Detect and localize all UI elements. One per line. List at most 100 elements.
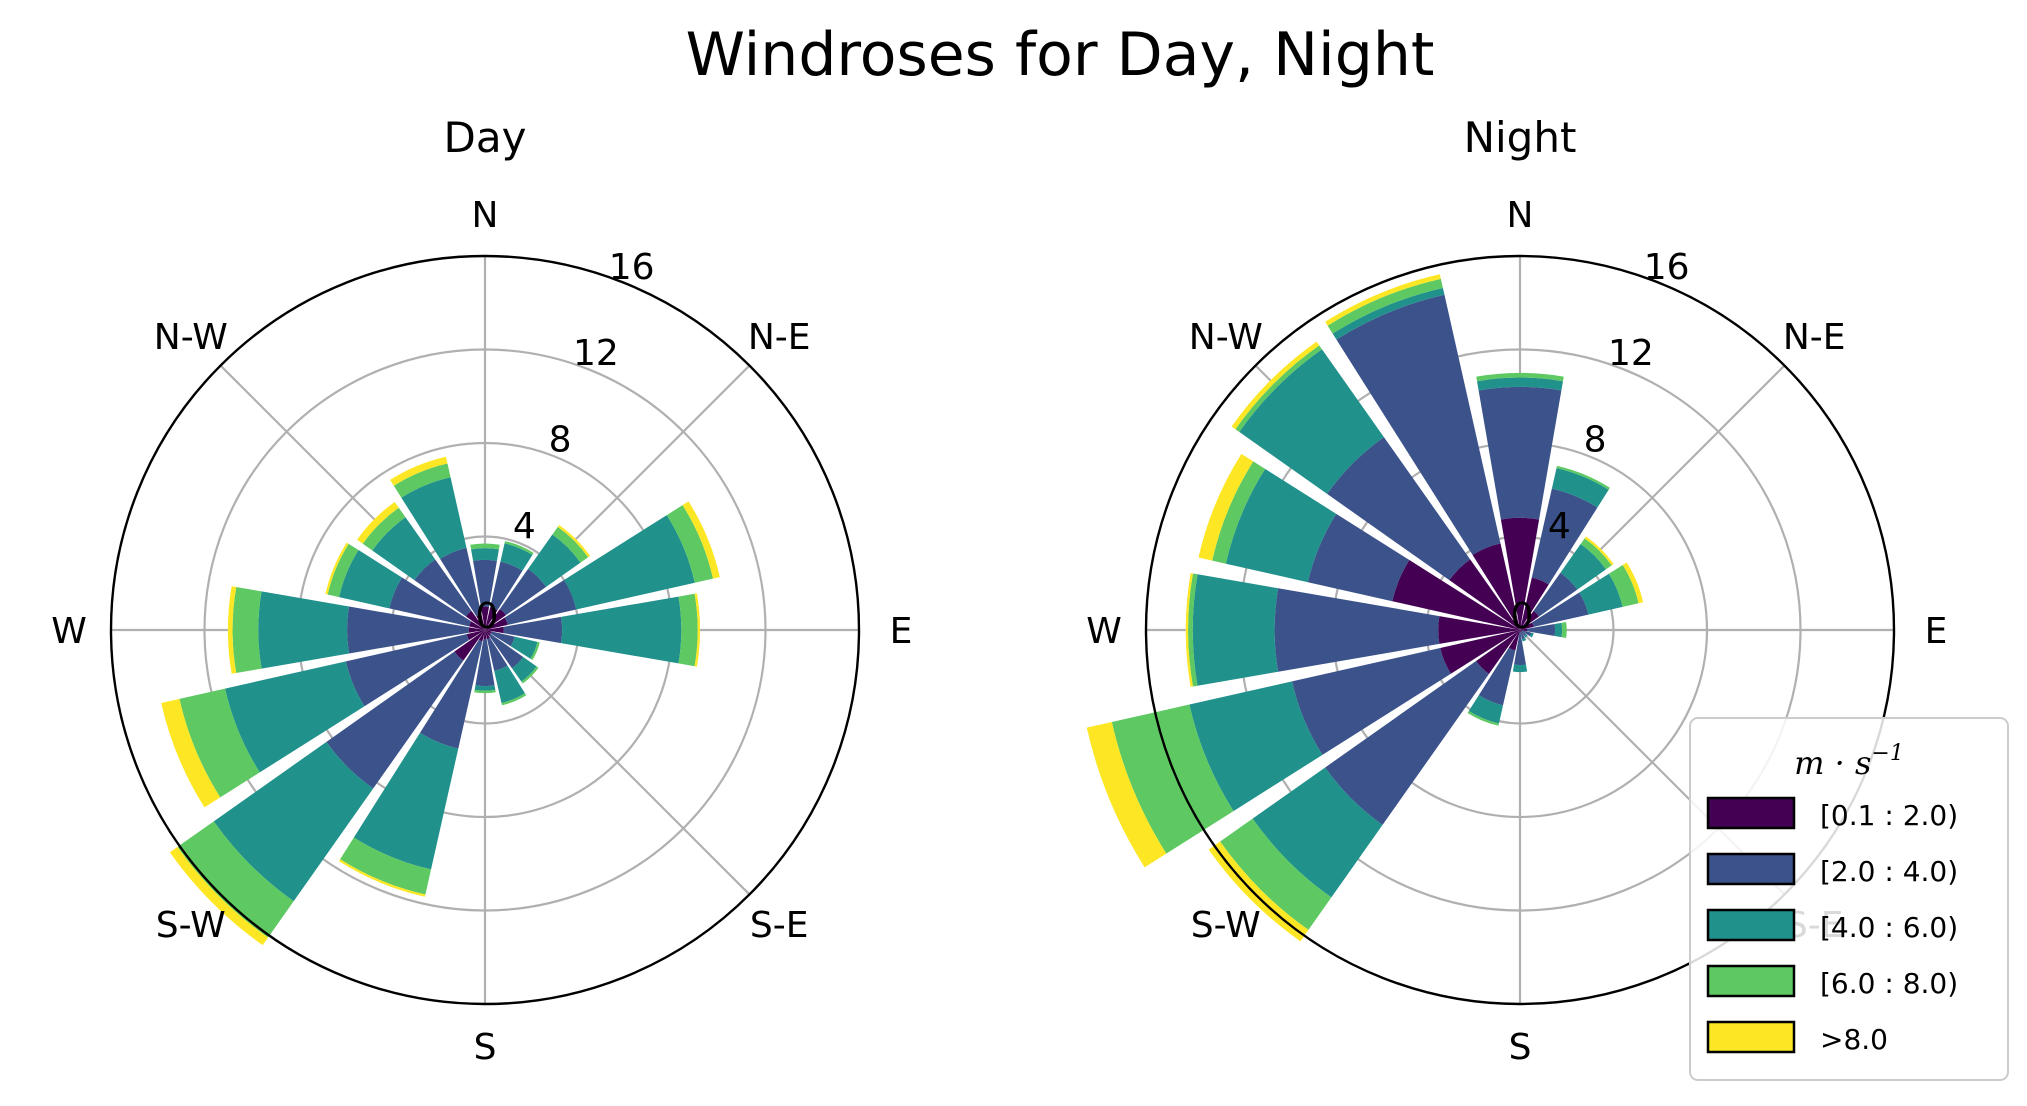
windrose-bar-segment [666, 505, 714, 583]
windrose-bar-segment [483, 630, 487, 640]
windrose-bar-segment [1189, 681, 1323, 812]
windrose-bar-segment [1239, 349, 1384, 494]
radial-tick-label: 0 [476, 596, 499, 637]
windrose-bar-segment [1327, 437, 1471, 581]
windrose-bar-segment [1580, 538, 1612, 570]
windrose-bar-segment [1225, 468, 1337, 583]
windrose-bar-segment [1561, 622, 1567, 638]
windrose-bar-segment [1467, 711, 1499, 726]
windrose-bar-segment [481, 606, 489, 630]
direction-label-s: S [1509, 1027, 1532, 1068]
windrose-bar-segment [1274, 588, 1440, 672]
windrose-bar-segment [1231, 341, 1320, 430]
windrose-bar-segment [347, 606, 469, 654]
legend-swatch [1706, 964, 1796, 998]
windrose-bar-segment [1531, 592, 1589, 627]
windrose-bar-segment [325, 542, 349, 595]
windrose-bar-segment [485, 607, 498, 630]
windrose-bar-segment [1524, 634, 1528, 638]
windrose-bar-segment [494, 665, 525, 703]
legend-swatch [1706, 1020, 1796, 1054]
windrose-bar-segment [678, 593, 698, 667]
windrose-bar-segment [694, 593, 701, 667]
windrose-bar-segment [1521, 630, 1532, 637]
windrose-bar-segment [475, 639, 495, 687]
windrose-bar-segment [1307, 513, 1410, 602]
windrose-bar-segment [1336, 294, 1501, 555]
windrose-bar-segment [1560, 544, 1606, 590]
windrose-bar-segment [501, 693, 527, 706]
windrose-bar-segment [682, 501, 720, 579]
windrose-bar-segment [465, 610, 485, 630]
windrose-bar-segment [161, 698, 221, 808]
legend-label: [4.0 : 6.0) [1820, 911, 1958, 944]
radial-tick-label: 8 [549, 420, 572, 461]
windrose-bar-segment [504, 541, 534, 555]
windrose-bar-segment [339, 550, 403, 609]
windrose-bar-segment [357, 502, 399, 544]
windrose-bar-segment [1449, 559, 1520, 630]
windrose-bar-segment [414, 559, 472, 617]
windrose-bar-segment [485, 626, 504, 634]
legend-label: [6.0 : 8.0) [1820, 967, 1958, 1000]
windrose-bar-segment [338, 859, 426, 897]
radial-tick-label: 16 [609, 247, 655, 288]
windrose-bar-segment [213, 741, 374, 902]
radial-tick-label: 4 [513, 506, 536, 547]
direction-label-sw: S-W [1191, 905, 1261, 946]
windrose-bar-segment [1111, 704, 1234, 854]
windrose-bar-segment [1520, 622, 1534, 630]
legend-swatch [1706, 908, 1796, 942]
direction-label-ne: N-E [748, 317, 811, 358]
legend: m · s−1 [0.1 : 2.0) [2.0 : 4.0) [4.0 : 6.0)… [1689, 717, 2009, 1081]
windrose-bar-segment [1521, 631, 1526, 636]
windrose-bar-segment [1522, 637, 1527, 642]
windrose-bar-segment [1220, 818, 1332, 930]
windrose-bar-segment [1622, 562, 1644, 604]
direction-label-ne: N-E [1783, 317, 1846, 358]
direction-label-s: S [474, 1027, 497, 1068]
windrose-bar-segment [470, 543, 500, 550]
windrose-bar-segment [1291, 647, 1451, 755]
polar-frame [109, 254, 861, 1006]
windrose-bar-segment [1325, 660, 1490, 825]
windrose-bar-segment [1252, 767, 1383, 898]
windrose-bar-segment [1478, 386, 1562, 520]
windrose-bar-segment [1500, 517, 1540, 630]
legend-title: m · s−1 [1794, 741, 1904, 782]
windrose-bar-segment [521, 666, 539, 684]
legend-title-base: m · s [1794, 744, 1871, 782]
windrose-bar-segment [485, 630, 490, 640]
windrose-panel-day: Day 0 4 8 12 16 N N-E E S-E S S-W W N-W [51, 113, 912, 1068]
windrose-bar-segment [485, 617, 508, 630]
windrose-bar-segment [485, 630, 492, 634]
windrose-bar-segment [1235, 345, 1322, 432]
windrose-bar-segment [1212, 461, 1266, 564]
windrose-bar-segment [485, 630, 491, 636]
windrose-bar-segment [1533, 572, 1578, 617]
legend-swatch [1706, 796, 1796, 830]
windrose-bar-segment [169, 846, 269, 946]
windrose-bar-segment [225, 661, 365, 773]
windrose-bar-segment [227, 586, 237, 674]
windrose-bar-segment [510, 636, 538, 659]
windrose-bar-segment [389, 577, 472, 627]
windrose-bar-segment [454, 630, 485, 661]
windrose-bar-segment [353, 732, 459, 870]
windrose-bar-segment [1579, 573, 1623, 615]
radial-tick-label: 8 [1584, 420, 1607, 461]
windrose-bar-segment [345, 634, 470, 707]
windrose-bar-segment [327, 543, 359, 598]
windrose-bar-segment [528, 534, 581, 587]
windrose-bar-segment [503, 616, 563, 644]
windrose-bar-segment [468, 627, 485, 633]
windrose-bar-segment [1526, 624, 1556, 636]
windrose-bar-segment [487, 637, 508, 672]
windrose-bar-segment [499, 568, 547, 616]
windrose-bar-segment [530, 641, 540, 660]
windrose-bar-segment [564, 515, 695, 610]
direction-label-n: N [1507, 195, 1534, 236]
direction-label-n: N [472, 195, 499, 236]
windrose-bar-segment [1438, 616, 1520, 644]
windrose-bar-segment [1584, 536, 1614, 566]
